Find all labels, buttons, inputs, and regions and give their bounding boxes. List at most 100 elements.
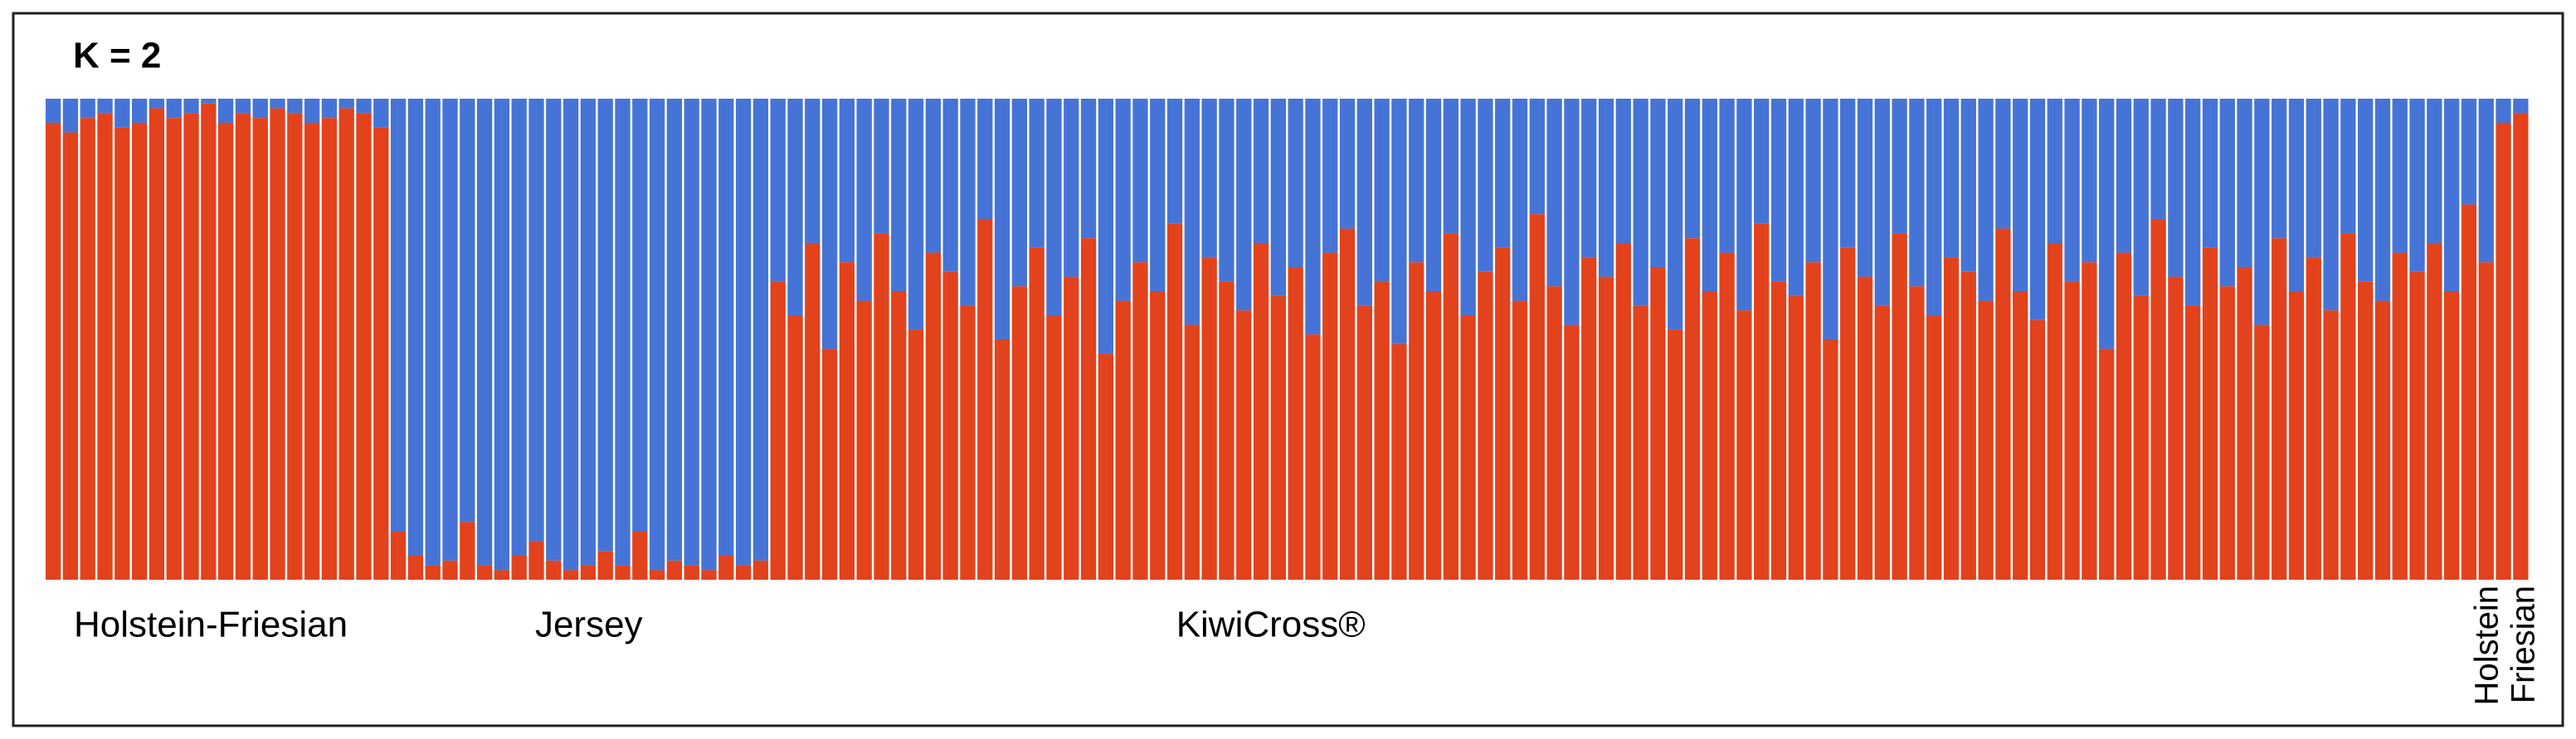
bar-segment [1633,305,1648,580]
bar-segment [114,127,130,581]
bar-segment [1288,267,1303,580]
bar-segment [425,99,441,566]
bar-segment [684,565,699,580]
bar-segment [1425,291,1442,580]
bar-segment [1098,353,1114,580]
bar-segment [1166,99,1183,224]
bar-segment [97,99,113,114]
bar-segment [460,99,475,523]
bar-segment [460,522,475,580]
bar-segment [1495,99,1511,248]
group-label: Holstein [2469,586,2505,706]
bar-segment [1064,276,1079,580]
bar-segment [425,565,441,580]
bar-segment [2168,99,2184,277]
bar-segment [2478,99,2494,263]
bar-segment [1098,99,1114,354]
bar-segment [1529,214,1545,580]
bar-segment [1546,286,1562,580]
bar-segment [1512,300,1528,580]
bar-segment [321,118,338,580]
bar-segment [666,99,683,561]
bar-segment [270,108,285,581]
bar-segment [1409,262,1424,580]
bar-segment [891,99,907,291]
chart-title: K = 2 [73,36,161,76]
bar-segment [546,560,562,580]
bar-segment [942,99,958,272]
bar-segment [2478,262,2494,580]
bar-segment [1201,257,1217,580]
bar-segment [1253,99,1269,243]
bar-segment [1409,99,1424,263]
bar-segment [149,108,165,581]
bar-segment [1943,99,1960,258]
bar-segment [632,532,648,580]
bar-segment [1995,99,2011,229]
bar-segment [2461,99,2477,205]
bar-segment [1029,99,1045,248]
bar-segment [1305,99,1321,335]
bar-segment [1478,271,1493,580]
bar-segment [2444,291,2460,580]
bar-segment [511,99,527,556]
bar-segment [1270,295,1286,580]
bar-segment [580,565,597,580]
bar-segment [287,99,303,114]
bar-segment [2082,99,2097,263]
bar-segment [1115,99,1131,301]
bar-segment [2237,267,2252,580]
bar-segment [97,113,113,580]
bar-segment [994,339,1010,580]
bar-segment [925,99,942,253]
bar-segment [2202,99,2218,248]
bar-segment [1702,99,1717,291]
bar-segment [235,113,251,580]
bar-segment [821,99,838,349]
bar-segment [1650,99,1666,267]
bar-segment [2047,99,2062,243]
bar-segment [1615,99,1631,243]
bar-segment [2133,99,2149,296]
bar-segment [1132,99,1148,263]
bar-segment [735,99,752,566]
bar-segment [1926,315,1942,580]
bar-segment [2185,305,2201,580]
group-label: Jersey [535,605,643,645]
bar-segment [2116,252,2132,580]
bar-segment [770,99,786,282]
bar-segment [891,291,907,580]
bar-segment [1443,233,1458,580]
bar-segment [1805,99,1821,263]
bar-segment [1460,99,1476,315]
bar-segment [2288,291,2305,580]
bar-segment [511,556,527,580]
bar-segment [787,99,803,315]
bar-segment [2513,113,2529,580]
bar-segment [287,113,303,580]
bar-segment [149,99,165,109]
bar-segment [1339,99,1356,229]
bar-segment [476,565,493,580]
bar-segment [2029,319,2046,580]
bar-segment [2029,99,2046,320]
bar-segment [80,118,95,580]
bar-segment [46,99,61,123]
bar-segment [597,551,613,580]
bar-segment [2374,99,2391,301]
bar-segment [183,99,199,114]
bar-segment [2496,99,2511,123]
group-label: Holstein-Friesian [74,605,348,645]
bar-segment [131,99,148,123]
bar-segment [701,99,717,571]
bar-segment [632,99,648,532]
bar-segment [2116,99,2132,253]
bar-segment [1615,243,1631,580]
bar-segment [304,99,320,123]
bar-segment [1978,300,1994,580]
bar-segment [1857,99,1873,277]
bar-segment [1978,99,1994,301]
bar-segment [1150,99,1166,291]
bar-segment [442,560,458,580]
bar-segment [1391,343,1407,580]
